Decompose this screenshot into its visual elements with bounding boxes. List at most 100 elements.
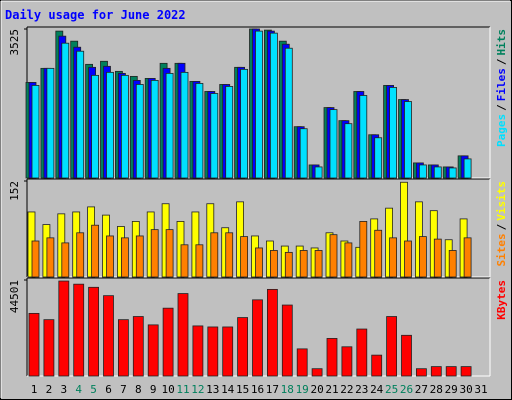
bar — [266, 288, 278, 377]
bar — [463, 158, 472, 179]
bar — [210, 93, 219, 179]
x-tick-label: 20 — [310, 383, 323, 396]
bar — [225, 86, 234, 179]
bar — [135, 84, 144, 179]
bar — [180, 71, 189, 179]
x-tick-label: 14 — [221, 383, 235, 396]
bar — [374, 137, 383, 179]
bar — [296, 348, 308, 377]
bar — [255, 247, 263, 278]
bar — [222, 326, 234, 377]
bar — [195, 244, 204, 278]
bar — [281, 304, 293, 377]
bar — [28, 312, 40, 377]
legend-separator: / — [495, 104, 508, 111]
bar — [162, 307, 174, 377]
legend-separator: / — [495, 223, 508, 230]
x-tick-label: 19 — [296, 383, 309, 396]
bar — [91, 224, 99, 278]
bar — [46, 237, 55, 278]
bar — [359, 95, 368, 179]
bar — [118, 319, 129, 377]
bar — [240, 68, 249, 179]
bar — [31, 240, 40, 278]
bar — [359, 221, 368, 278]
y-tick-label: 3525 — [8, 29, 21, 56]
legend: Pages / Files / Hits — [495, 29, 508, 147]
chart-title: Daily usage for June 2022 — [5, 8, 186, 22]
bar — [418, 236, 427, 278]
bar — [150, 79, 159, 179]
bar — [460, 366, 472, 377]
legend-entry: KBytes — [495, 280, 508, 320]
bar — [91, 74, 99, 179]
x-tick-label: 16 — [251, 383, 264, 396]
bar — [192, 325, 204, 377]
bar — [58, 280, 70, 377]
bar — [103, 295, 114, 377]
bar — [299, 128, 308, 179]
bar — [448, 167, 457, 179]
bar — [433, 166, 442, 179]
bar — [252, 299, 263, 377]
bar — [76, 232, 85, 278]
bar — [46, 67, 55, 179]
bar — [314, 250, 323, 278]
bar — [180, 244, 189, 278]
bar — [207, 326, 219, 377]
x-tick-label: 13 — [206, 383, 219, 396]
bar — [356, 328, 368, 377]
bar — [73, 283, 85, 377]
x-tick-label: 1 — [31, 383, 38, 396]
bar — [448, 250, 457, 278]
bar — [165, 72, 174, 179]
x-tick-label: 12 — [191, 383, 204, 396]
bar — [225, 232, 234, 278]
bar — [404, 240, 412, 278]
bar — [177, 293, 189, 377]
x-tick-label: 21 — [325, 383, 338, 396]
bar — [61, 42, 70, 179]
bar — [445, 366, 457, 377]
bar — [418, 164, 427, 179]
bar — [195, 83, 204, 179]
bar — [106, 235, 114, 278]
bar — [299, 250, 308, 278]
x-tick-label: 28 — [430, 383, 443, 396]
x-tick-label: 27 — [415, 383, 428, 396]
bar — [404, 101, 412, 179]
y-tick-label: 152 — [8, 181, 21, 201]
x-tick-label: 7 — [120, 383, 127, 396]
bar — [255, 30, 263, 179]
x-tick-label: 8 — [135, 383, 142, 396]
legend-entry: Files — [495, 68, 508, 101]
bar — [401, 334, 412, 377]
legend-separator: / — [495, 58, 508, 65]
x-tick-label: 17 — [266, 383, 279, 396]
bar — [314, 166, 323, 179]
x-tick-label: 4 — [75, 383, 82, 396]
bar — [165, 229, 174, 278]
x-tick-label: 2 — [46, 383, 53, 396]
x-tick-label: 6 — [105, 383, 112, 396]
bar — [433, 238, 442, 278]
bar — [415, 368, 427, 377]
legend-entry: Hits — [495, 29, 508, 56]
x-tick-label: 22 — [340, 383, 353, 396]
bar — [284, 47, 293, 179]
legend: KBytes — [495, 280, 508, 320]
bar — [150, 229, 159, 278]
bar — [389, 237, 398, 278]
bar — [31, 85, 40, 179]
bar — [269, 32, 278, 179]
bar — [269, 250, 278, 278]
x-tick-label: 18 — [281, 383, 294, 396]
x-tick-label: 31 — [474, 383, 487, 396]
x-tick-label: 29 — [445, 383, 458, 396]
bar — [389, 87, 398, 179]
x-tick-label: 26 — [400, 383, 413, 396]
bar — [121, 74, 129, 179]
legend: Sites / Visits — [495, 181, 508, 267]
